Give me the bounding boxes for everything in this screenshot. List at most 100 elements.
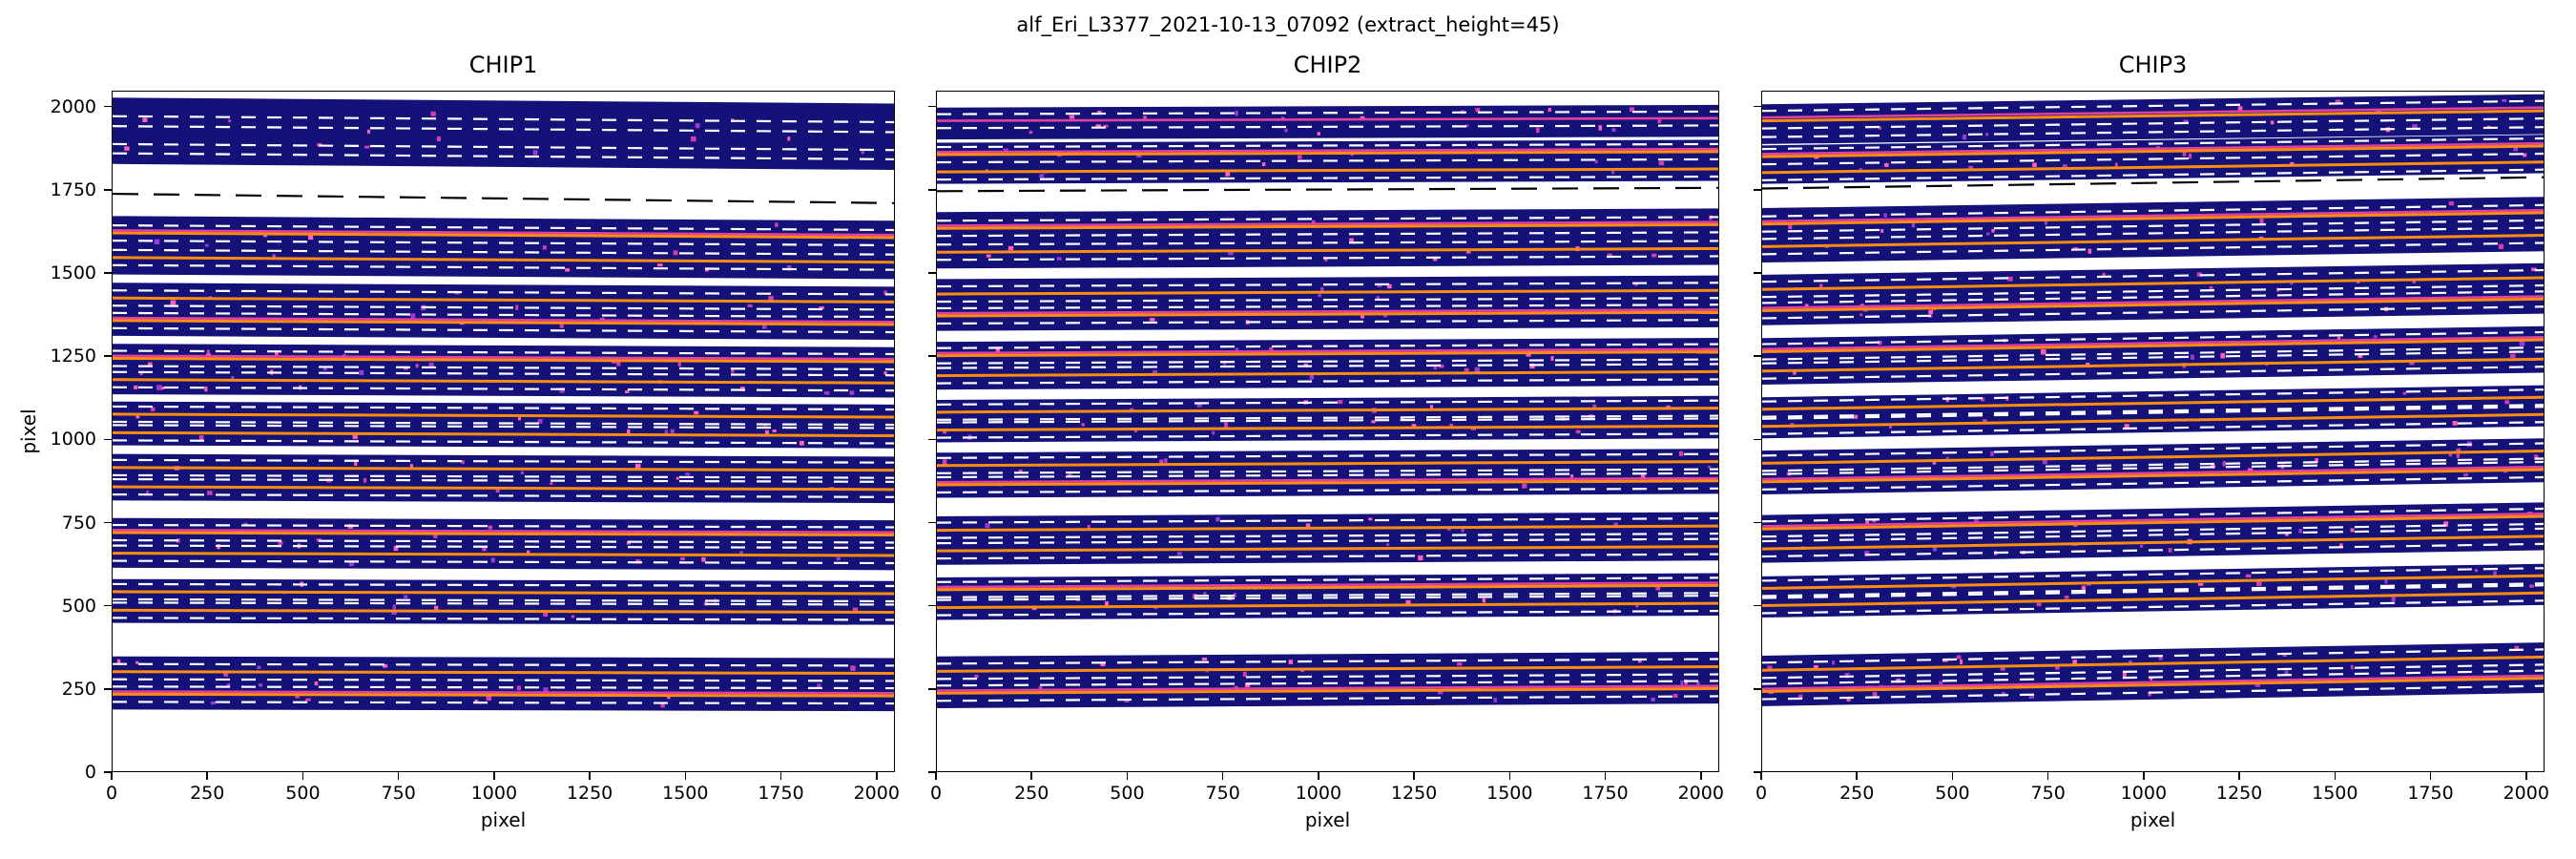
speckle — [1018, 469, 1023, 473]
extraction-boundary-dash — [1762, 367, 2544, 379]
speckle — [348, 561, 354, 567]
speckle — [228, 119, 231, 123]
speckle — [1990, 450, 1994, 456]
x-tick-label: 500 — [1935, 783, 1970, 804]
speckle — [1708, 465, 1712, 469]
speckle — [1678, 450, 1684, 456]
y-tick-mark — [1754, 521, 1761, 524]
speckle — [134, 385, 138, 389]
x-tick-mark — [1604, 772, 1607, 780]
speckle — [2150, 676, 2153, 681]
speckle — [2502, 98, 2507, 102]
speckle — [1983, 419, 1987, 424]
speckle — [2122, 672, 2127, 678]
speckle — [1215, 516, 1220, 522]
companion-trace-line — [113, 530, 894, 532]
y-tick-mark — [928, 771, 936, 773]
speckle — [1028, 130, 1033, 135]
speckle — [861, 149, 864, 155]
extraction-boundary-dash — [1762, 118, 2544, 128]
extraction-boundary-dash — [113, 305, 894, 309]
extraction-boundary-dash — [113, 664, 894, 666]
extraction-boundary-dash — [937, 416, 1718, 420]
speckle — [2412, 124, 2418, 130]
order-band — [113, 578, 894, 625]
speckle — [995, 348, 1000, 352]
order-trace-line — [1762, 414, 2544, 427]
speckle — [1493, 698, 1497, 702]
speckle — [2042, 459, 2047, 465]
y-tick-mark — [1754, 688, 1761, 690]
extraction-boundary-dash — [937, 534, 1718, 538]
y-tick-mark — [104, 189, 112, 191]
order-trace-line — [1762, 162, 2544, 173]
speckle — [2168, 548, 2172, 553]
extraction-boundary-dash — [113, 407, 894, 409]
speckle — [520, 471, 524, 475]
speckle — [2072, 660, 2077, 664]
speckle — [2102, 272, 2106, 277]
extraction-boundary-dash — [937, 593, 1718, 597]
speckle — [257, 665, 261, 670]
companion-trace-line — [937, 222, 1718, 226]
order-trace-line — [937, 152, 1718, 155]
speckle — [2339, 543, 2343, 547]
speckle — [635, 558, 641, 563]
extraction-boundary-dash — [113, 116, 894, 122]
extraction-boundary-dash — [937, 489, 1718, 492]
speckle — [1652, 253, 1657, 258]
speckle — [786, 264, 792, 271]
companion-trace-line — [937, 349, 1718, 353]
extraction-boundary-dash — [113, 290, 894, 294]
y-tick-mark — [104, 272, 112, 274]
x-tick-label: 2000 — [853, 783, 900, 804]
x-tick-label: 1000 — [1295, 783, 1342, 804]
speckle — [1832, 660, 1836, 665]
speckle — [1324, 258, 1328, 262]
speckle — [2298, 529, 2302, 534]
speckle — [517, 415, 522, 421]
speckle — [1309, 374, 1315, 380]
extraction-boundary-dash — [1762, 444, 2544, 456]
speckle — [490, 557, 495, 563]
speckle — [1317, 132, 1321, 136]
speckle — [685, 472, 691, 476]
speckle — [2504, 400, 2510, 405]
speckle — [482, 546, 487, 552]
speckle — [1439, 364, 1444, 368]
speckle — [1911, 222, 1915, 228]
speckle — [2533, 454, 2539, 460]
extraction-boundary-dash — [937, 304, 1718, 308]
companion-trace-line — [937, 149, 1718, 152]
speckle — [352, 435, 358, 439]
speckle — [383, 663, 388, 668]
extraction-boundary-dash — [113, 144, 894, 150]
speckle — [1666, 405, 1671, 409]
x-tick-label: 1250 — [1390, 783, 1438, 804]
speckle — [660, 702, 665, 708]
extraction-boundary-dash — [937, 379, 1718, 383]
speckle — [2514, 645, 2520, 651]
speckle — [2139, 544, 2144, 548]
speckle — [1465, 124, 1469, 128]
extraction-boundary-dash — [113, 265, 894, 270]
speckle — [768, 296, 774, 302]
extraction-boundary-dash — [113, 351, 894, 354]
speckle — [2190, 354, 2194, 360]
speckle — [2222, 461, 2226, 467]
speckle — [156, 385, 162, 390]
speckle — [1100, 662, 1106, 667]
x-tick-mark — [1856, 772, 1858, 780]
speckle — [1629, 107, 1634, 112]
y-tick-mark — [928, 189, 936, 191]
extraction-boundary-dash — [113, 599, 894, 601]
speckle — [1981, 397, 1985, 402]
speckle — [2114, 162, 2118, 168]
x-tick-mark — [589, 772, 591, 780]
x-tick-label: 250 — [1014, 783, 1049, 804]
speckle — [1457, 662, 1463, 666]
speckle — [198, 435, 204, 440]
speckle — [1377, 283, 1382, 287]
extraction-boundary-dash — [1762, 347, 2544, 360]
